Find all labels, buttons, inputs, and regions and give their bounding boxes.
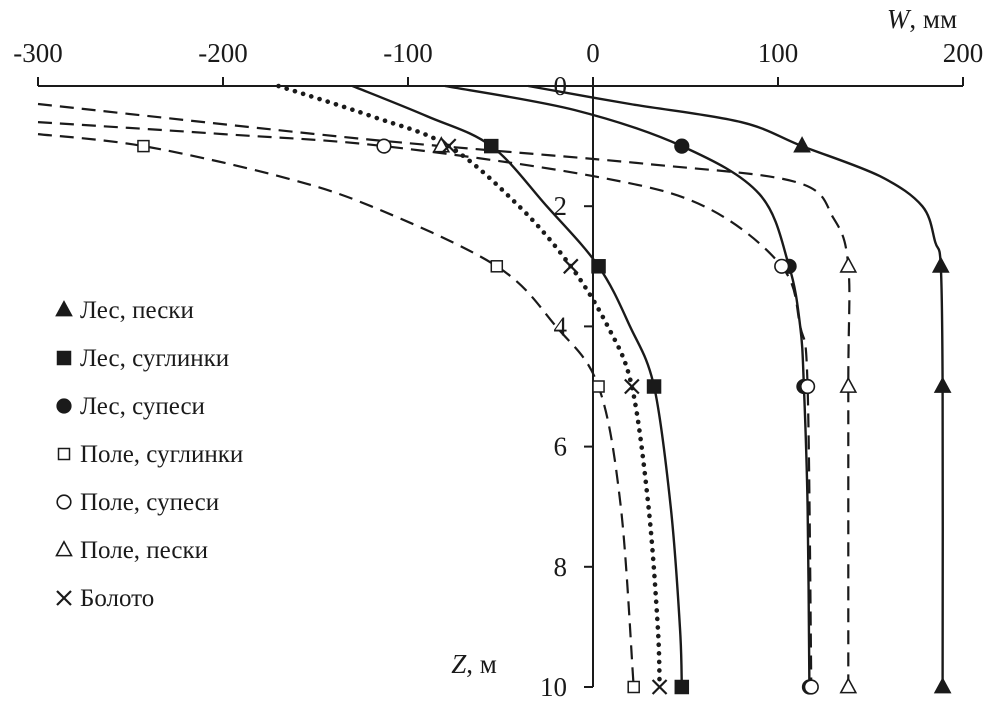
y-tick-label-6: 6 — [554, 432, 568, 462]
legend-marker-поле-суглинки — [57, 447, 71, 461]
marker-поле-пески-3 — [839, 677, 858, 694]
marker-лес-суглинки-0 — [484, 138, 499, 154]
y-tick-label-2: 2 — [554, 191, 568, 221]
marker-поле-супеси-3 — [803, 679, 819, 695]
legend-marker-лес-пески — [55, 300, 73, 317]
marker-болото-2 — [624, 378, 640, 395]
legend-label-лес-супеси: Лес, супеси — [80, 393, 205, 420]
legend-item-лес-супеси: Лес, супеси — [56, 393, 205, 420]
legend-marker-лес-суглинки — [56, 350, 72, 366]
marker-поле-супеси-2 — [799, 378, 816, 395]
marker-поле-пески-1 — [839, 256, 858, 273]
marker-поле-суглинки-2 — [592, 380, 605, 393]
marker-поле-супеси-1 — [774, 258, 790, 274]
legend-label-болото: Болото — [80, 585, 154, 612]
legend-label-поле-пески: Поле, пески — [80, 537, 208, 564]
marker-болото-1 — [563, 258, 579, 275]
series-line-поле-пески — [37, 102, 851, 687]
x-tick-label--100: -100 — [383, 38, 433, 68]
x-tick-label-200: 200 — [943, 38, 984, 68]
legend-item-лес-пески: Лес, пески — [55, 297, 194, 324]
marker-поле-суглинки-1 — [490, 260, 504, 273]
y-tick-label-10: 10 — [540, 672, 567, 702]
legend-label-поле-суглинки: Поле, суглинки — [80, 441, 243, 468]
axis-labels: W, мм Z, м — [451, 4, 957, 679]
series-markers — [137, 136, 952, 695]
legend-item-поле-пески: Поле, пески — [55, 537, 208, 564]
marker-лес-супеси-0 — [674, 138, 690, 154]
x-tick-label--300: -300 — [13, 38, 63, 68]
legend-item-поле-суглинки: Поле, суглинки — [57, 441, 243, 468]
y-axis-label: Z, м — [451, 649, 497, 679]
legend-label-поле-супеси: Поле, супеси — [80, 489, 219, 516]
x-tick-label-100: 100 — [758, 38, 799, 68]
marker-лес-пески-0 — [793, 136, 811, 153]
legend-marker-лес-супеси — [56, 398, 72, 414]
legend-label-лес-суглинки: Лес, суглинки — [80, 345, 229, 372]
marker-лес-суглинки-3 — [674, 679, 690, 695]
marker-поле-суглинки-0 — [137, 139, 150, 153]
legend-item-лес-суглинки: Лес, суглинки — [56, 345, 229, 372]
axes: -300 -200 -100 0 100 200 0 2 4 6 8 10 — [13, 38, 983, 702]
marker-болото-3 — [651, 679, 668, 695]
series-line-поле-суглинки — [37, 133, 635, 688]
marker-поле-супеси-0 — [376, 138, 392, 154]
legend-marker-болото — [56, 590, 72, 606]
legend-item-болото: Болото — [56, 585, 154, 612]
marker-лес-пески-1 — [931, 256, 950, 273]
series-line-лес-суглинки — [352, 84, 683, 688]
legend-marker-поле-супеси — [56, 494, 72, 510]
legend-item-поле-супеси: Поле, супеси — [56, 489, 219, 516]
marker-лес-суглинки-2 — [646, 379, 662, 394]
marker-поле-суглинки-3 — [627, 680, 640, 694]
marker-поле-пески-2 — [839, 376, 858, 393]
series-line-лес-супеси — [444, 84, 811, 688]
marker-лес-суглинки-1 — [591, 259, 606, 274]
legend-marker-поле-пески — [55, 540, 73, 557]
y-tick-label-8: 8 — [554, 552, 568, 582]
marker-лес-пески-3 — [933, 677, 952, 694]
y-tick-label-4: 4 — [554, 311, 568, 341]
y-tick-label-0: 0 — [554, 71, 568, 101]
legend-label-лес-пески: Лес, пески — [80, 297, 194, 324]
x-axis-label: W, мм — [887, 4, 957, 34]
x-tick-label-0: 0 — [586, 38, 600, 68]
series-line-болото — [276, 83, 662, 690]
marker-болото-0 — [440, 138, 457, 154]
legend: Лес, пески Лес, суглинки Лес, супеси Поле, … — [55, 297, 243, 612]
marker-лес-пески-2 — [933, 376, 952, 393]
x-tick-label--200: -200 — [198, 38, 248, 68]
